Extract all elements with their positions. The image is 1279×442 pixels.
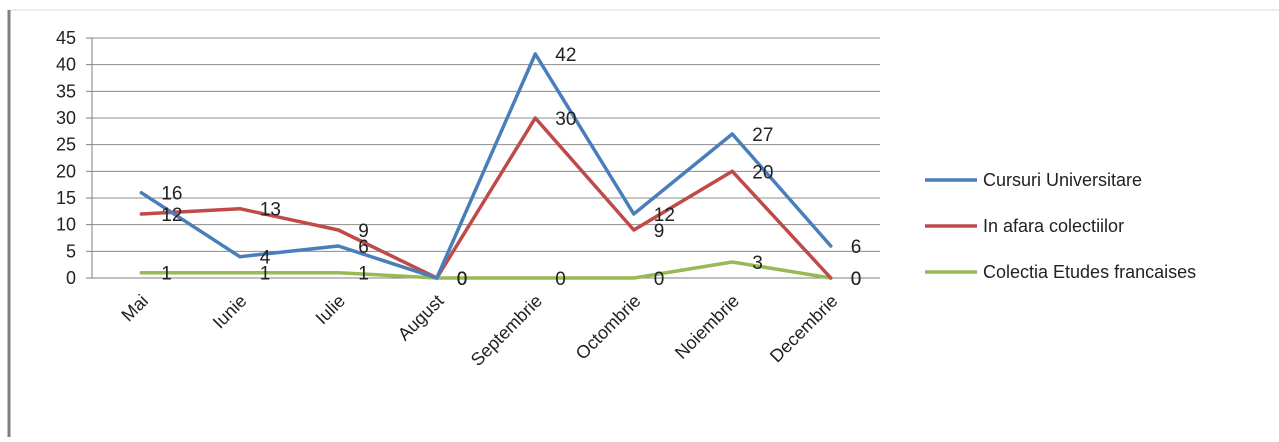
data-label: 9 (654, 221, 665, 242)
data-label: 0 (851, 269, 862, 290)
y-tick-label: 15 (56, 188, 76, 208)
series-line (139, 52, 833, 280)
data-label: 9 (358, 221, 369, 242)
data-label: 12 (654, 205, 675, 226)
legend-label: In afara colectiilor (983, 216, 1124, 236)
data-label: 1 (358, 264, 369, 285)
data-label: 20 (752, 162, 773, 183)
chart-border (7, 9, 1279, 437)
x-tick-label: August (394, 291, 448, 345)
data-label: 0 (457, 269, 468, 290)
data-label: 6 (358, 237, 369, 258)
data-label: 12 (161, 205, 182, 226)
x-tick-label: Mai (117, 291, 152, 326)
y-tick-label: 25 (56, 135, 76, 155)
series-line (139, 116, 833, 280)
data-label: 30 (555, 109, 576, 130)
legend: Cursuri Universitare In afara colectiilor… (925, 170, 1196, 282)
data-label: 42 (555, 45, 576, 66)
x-tick-label: Septembrie (467, 291, 546, 370)
data-label: 0 (555, 269, 566, 290)
y-axis-ticks: 0 5 10 15 20 25 30 35 40 45 (56, 28, 93, 288)
data-label: 13 (260, 200, 281, 221)
data-label: 16 (161, 184, 182, 205)
legend-label: Colectia Etudes francaises (983, 262, 1196, 282)
data-label: 1 (260, 264, 271, 285)
series-lines (139, 52, 833, 280)
y-tick-label: 5 (66, 241, 76, 261)
y-tick-label: 0 (66, 268, 76, 288)
y-tick-label: 35 (56, 81, 76, 101)
data-label: 0 (457, 269, 468, 290)
y-tick-label: 30 (56, 108, 76, 128)
data-label: 0 (457, 269, 468, 290)
data-label: 6 (851, 237, 862, 258)
data-label: 3 (752, 253, 763, 274)
x-tick-label: Iulie (312, 291, 349, 328)
legend-label: Cursuri Universitare (983, 170, 1142, 190)
gridlines (92, 37, 880, 279)
y-tick-label: 45 (56, 28, 76, 48)
x-tick-label: Decembrie (766, 291, 842, 367)
x-axis-ticks: Mai Iunie Iulie August Septembrie Octombrie No… (117, 291, 841, 370)
data-label: 0 (851, 269, 862, 290)
x-tick-label: Noiembrie (671, 291, 743, 363)
y-tick-label: 20 (56, 161, 76, 181)
data-label: 0 (654, 269, 665, 290)
data-label: 4 (260, 248, 271, 269)
data-label: 1 (161, 264, 172, 285)
data-label: 27 (752, 125, 773, 146)
x-tick-label: Iunie (209, 291, 251, 333)
series-line (139, 260, 833, 280)
y-tick-label: 10 (56, 215, 76, 235)
y-tick-label: 40 (56, 55, 76, 75)
x-tick-label: Octombrie (572, 291, 645, 364)
